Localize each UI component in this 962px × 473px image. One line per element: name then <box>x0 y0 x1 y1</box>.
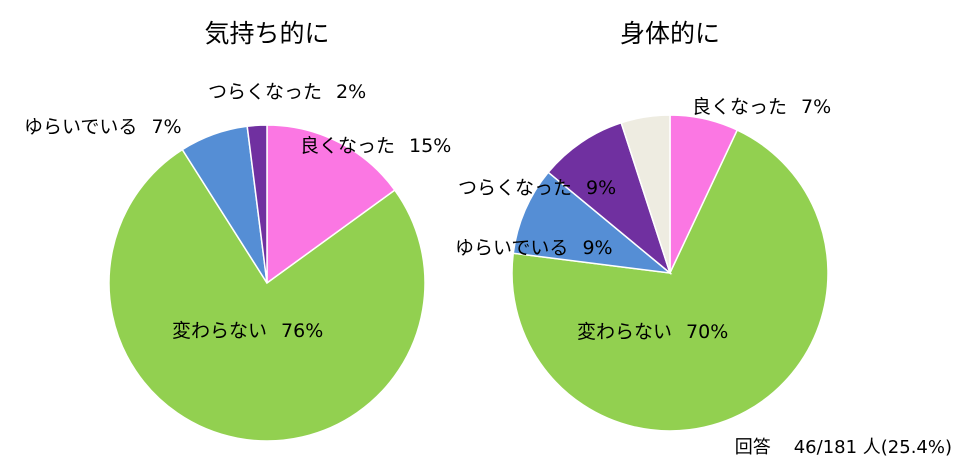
slice-name: 良くなった <box>300 135 395 157</box>
slice-label: 良くなった 7% <box>692 96 831 118</box>
response-count: 回答 46/181 人(25.4%) <box>735 433 952 459</box>
slice-value: 7% <box>151 116 181 138</box>
slice-value: 9% <box>586 177 616 199</box>
slice-name: 良くなった <box>692 96 787 118</box>
chart-title: 気持ち的に <box>204 19 329 48</box>
slice-value: 15% <box>409 135 451 157</box>
response-label: 回答 <box>734 437 771 458</box>
slice-value: 2% <box>336 81 366 103</box>
slice-name: ゆらいでいる <box>24 116 137 138</box>
pie-slice <box>620 114 671 274</box>
pie-slice <box>547 121 672 276</box>
slice-value: 7% <box>801 96 831 118</box>
pie-slice <box>246 124 268 284</box>
slice-name: ゆらいでいる <box>455 237 568 259</box>
slice-label: 変わらない 76% <box>172 320 323 342</box>
slice-value: 70% <box>686 321 728 343</box>
slice-label: つらくなった 2% <box>208 81 366 103</box>
slice-label: ゆらいでいる 7% <box>24 116 182 138</box>
slice-name: つらくなった <box>208 81 322 103</box>
response-value: 46/181 人(25.4%) <box>793 437 952 458</box>
slice-label: つらくなった 9% <box>458 177 616 199</box>
slice-label: ゆらいでいる 9% <box>455 237 613 259</box>
chart-title: 身体的に <box>620 19 720 48</box>
slice-value: 9% <box>582 237 612 259</box>
slice-label: 良くなった 15% <box>300 135 451 157</box>
slice-name: 変わらない <box>577 321 672 343</box>
slice-name: 変わらない <box>172 320 267 342</box>
pie-slice <box>108 148 426 442</box>
pie-slice <box>266 124 396 285</box>
slice-name: つらくなった <box>458 177 572 199</box>
slice-label: 変わらない 70% <box>577 321 728 343</box>
slice-value: 76% <box>281 320 323 342</box>
pie-slice <box>512 171 673 275</box>
pie-slice <box>511 129 829 432</box>
